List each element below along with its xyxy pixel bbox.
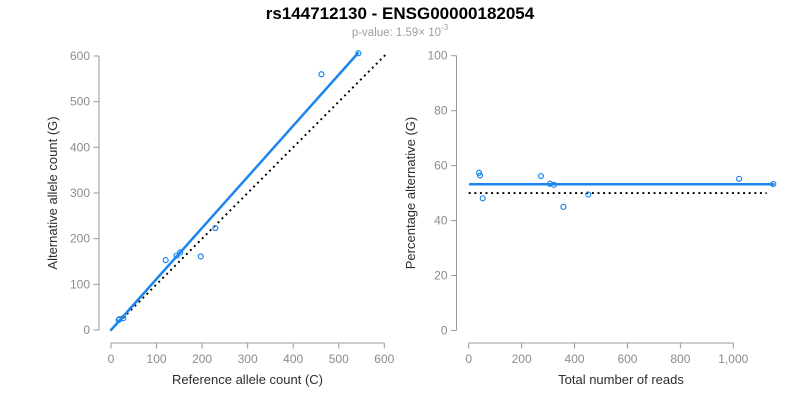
data-point <box>355 50 362 57</box>
data-point <box>537 172 545 180</box>
data-point <box>770 180 777 188</box>
data-point <box>479 195 486 202</box>
data-point <box>177 249 184 256</box>
x-tick-label: 800 <box>670 352 690 366</box>
x-tick-label: 0 <box>108 352 115 366</box>
data-point <box>550 181 558 188</box>
x-tick-label: 400 <box>283 352 303 366</box>
x-tick-label: 600 <box>374 352 394 366</box>
trend-line <box>109 52 360 332</box>
reference-dotted-line <box>110 53 387 331</box>
x-axis-title: Total number of reads <box>558 372 684 387</box>
data-point <box>173 252 180 259</box>
x-tick-label: 200 <box>512 352 532 366</box>
y-axis-title: Percentage alternative (G) <box>403 117 418 269</box>
x-tick-label: 600 <box>617 352 637 366</box>
figure-title: rs144712130 - ENSG00000182054 <box>265 4 535 23</box>
y-tick-label: 0 <box>83 323 90 337</box>
y-tick-label: 80 <box>434 104 448 118</box>
data-point <box>546 180 554 187</box>
y-tick-label: 100 <box>427 49 447 63</box>
data-point <box>560 203 567 210</box>
y-tick-label: 0 <box>441 324 448 338</box>
data-point <box>162 257 169 264</box>
y-tick-label: 40 <box>434 214 448 228</box>
x-tick-label: 100 <box>147 352 167 366</box>
data-point <box>476 172 484 179</box>
data-point <box>116 315 123 323</box>
data-point <box>585 191 592 198</box>
x-tick-label: 0 <box>465 352 472 366</box>
y-tick-label: 60 <box>434 159 448 173</box>
pvalue-subtitle: p-value: 1.59× 10-3 <box>0 23 800 39</box>
y-tick-label: 300 <box>70 186 90 200</box>
y-tick-label: 400 <box>70 140 90 154</box>
data-point <box>120 315 127 322</box>
y-tick-label: 500 <box>70 95 90 109</box>
x-tick-label: 500 <box>329 352 349 366</box>
data-point <box>736 175 743 182</box>
pvalue-exponent: -3 <box>441 23 449 32</box>
x-axis-title: Reference allele count (C) <box>172 372 323 387</box>
y-tick-label: 20 <box>434 269 448 283</box>
data-point <box>197 253 204 260</box>
pvalue-text: p-value: 1.59× 10 <box>351 26 442 39</box>
y-tick-label: 600 <box>70 49 90 63</box>
x-tick-label: 200 <box>192 352 212 366</box>
y-tick-label: 100 <box>70 277 90 291</box>
y-tick-label: 200 <box>70 232 90 246</box>
data-point <box>212 225 219 232</box>
x-tick-label: 300 <box>238 352 258 366</box>
data-point <box>318 71 325 78</box>
x-tick-label: 400 <box>565 352 585 366</box>
x-tick-label: 1,000 <box>718 352 748 366</box>
data-point <box>475 169 483 176</box>
y-axis-title: Alternative allele count (G) <box>45 116 60 269</box>
